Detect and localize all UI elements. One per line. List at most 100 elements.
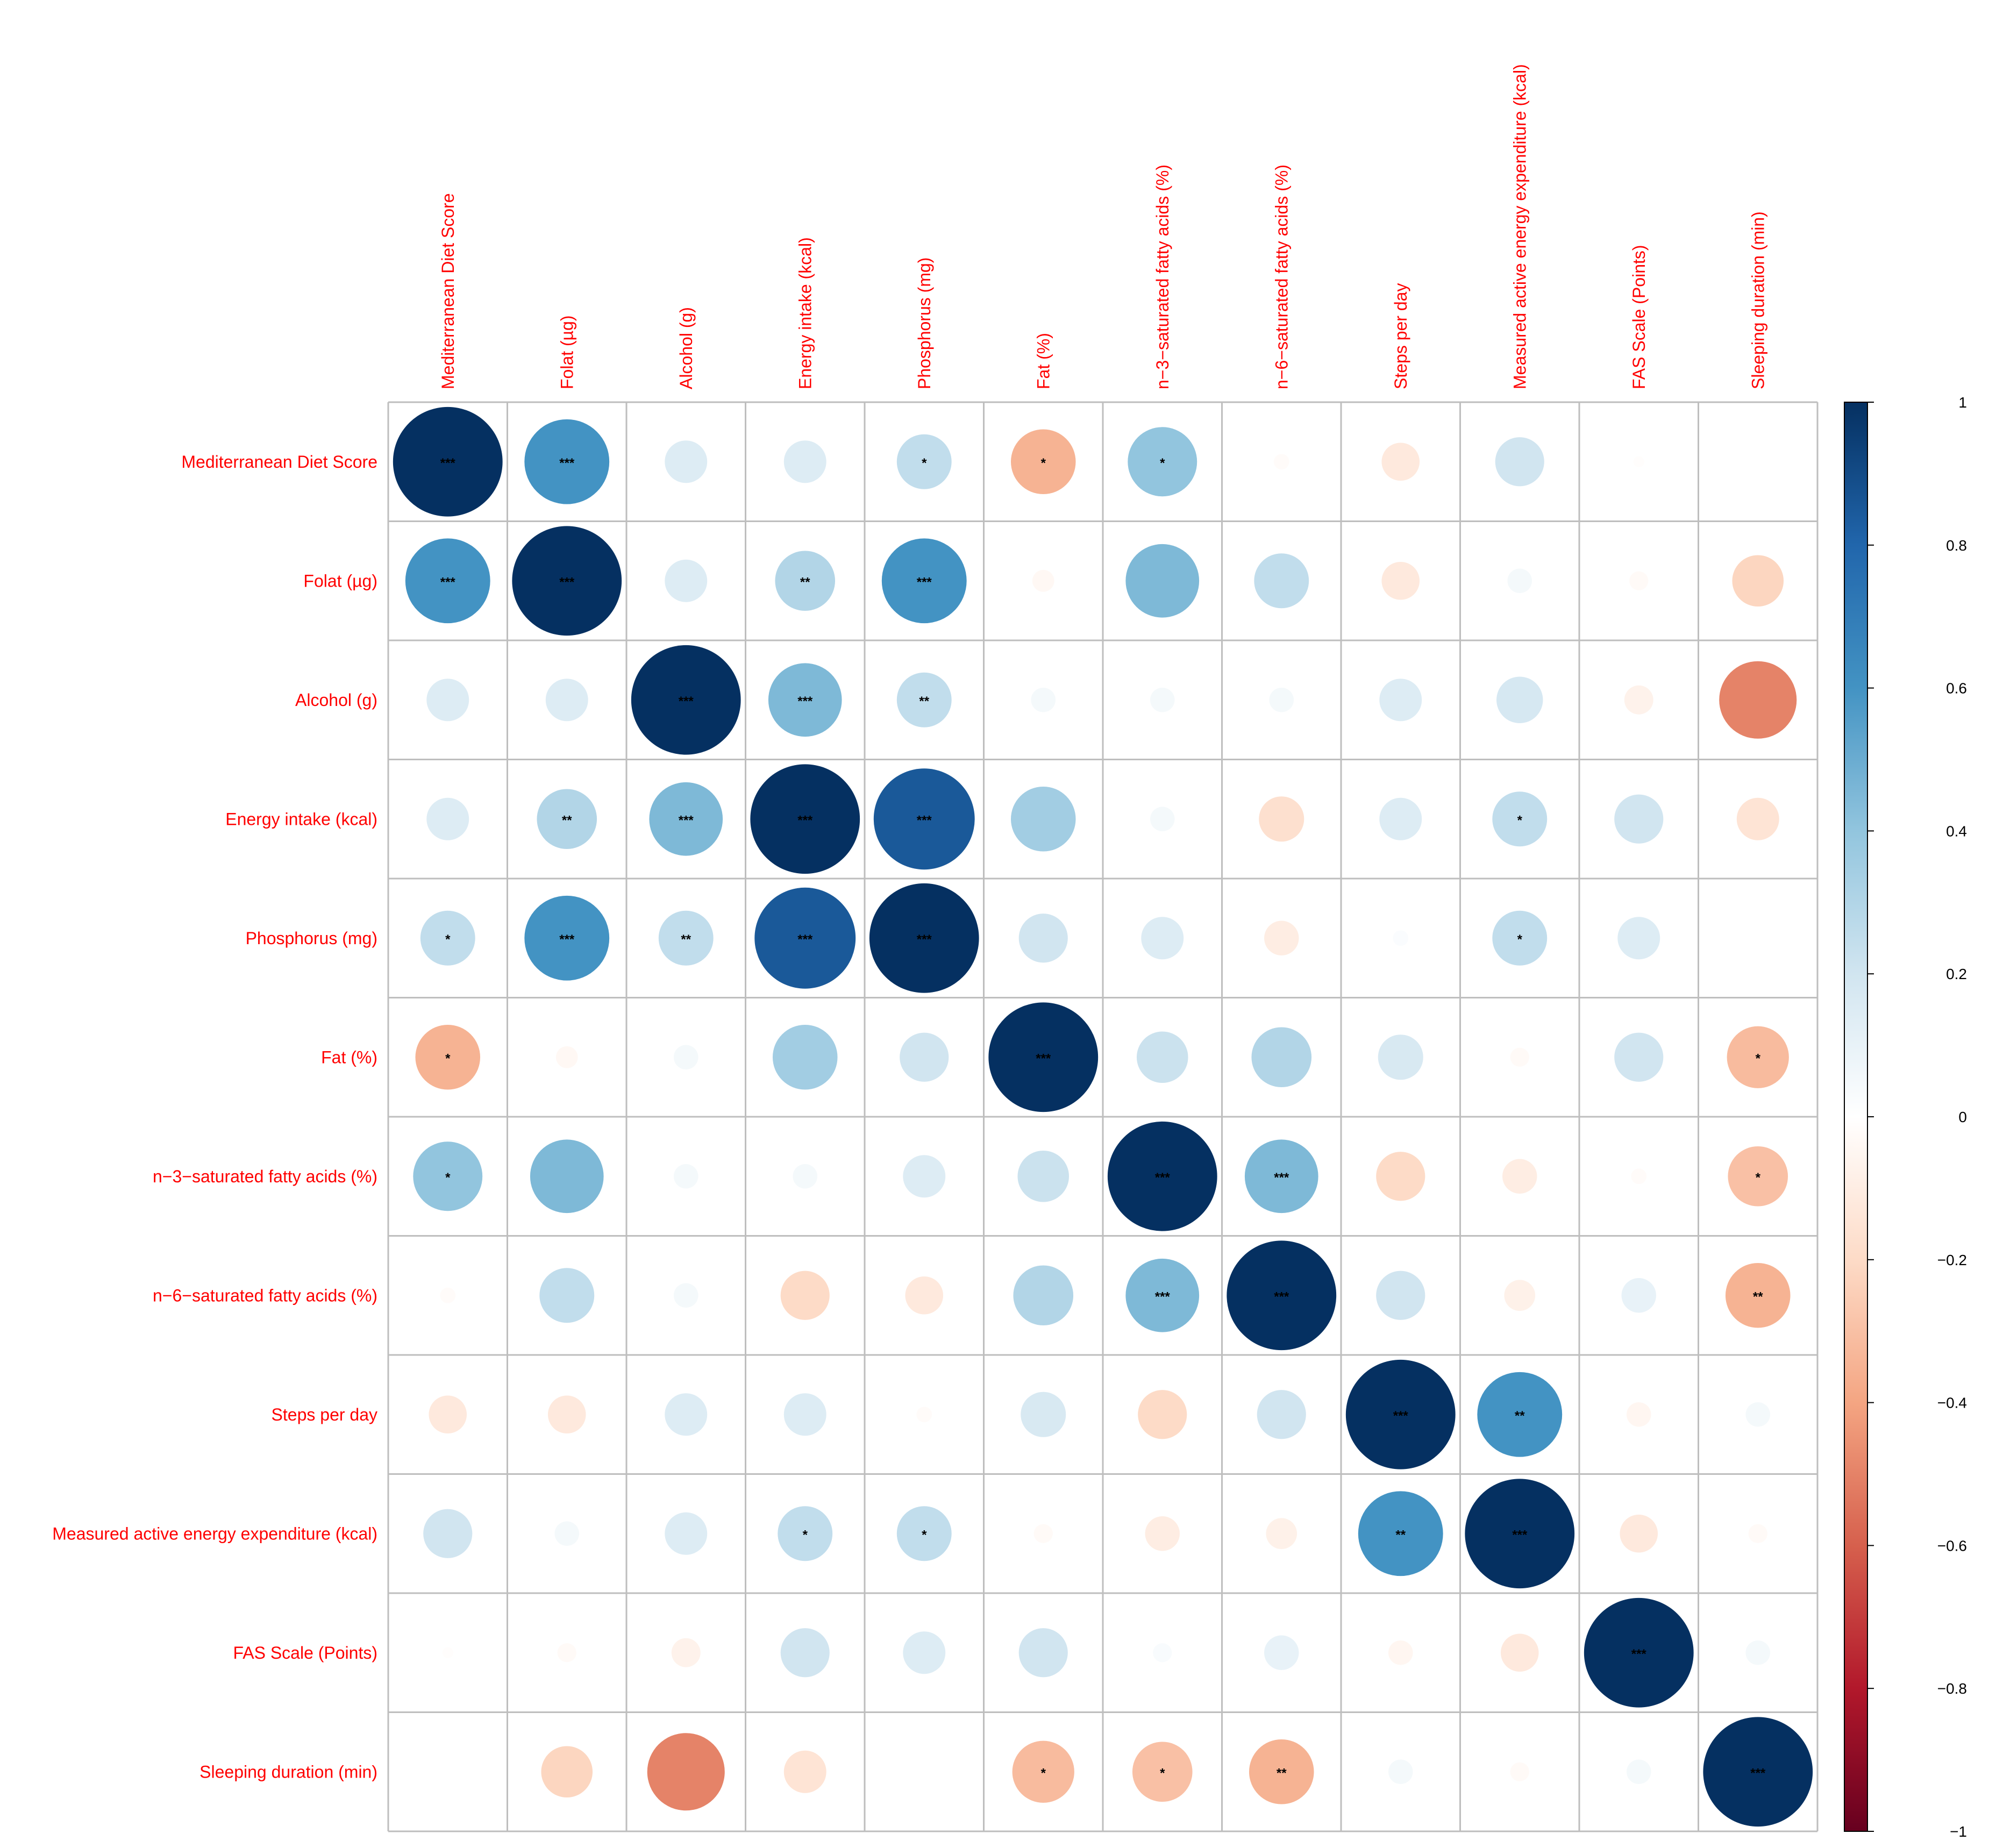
correlation-circles — [393, 406, 1813, 1827]
column-label: Sleeping duration (min) — [1748, 211, 1767, 389]
colorbar-tick-label: 0.4 — [1946, 823, 1967, 839]
corr-circle-10-4 — [903, 1631, 946, 1674]
corr-circle-5-10 — [1614, 1032, 1664, 1082]
corr-circle-7-5 — [1013, 1265, 1074, 1326]
corr-circle-1-2 — [665, 559, 708, 602]
sig-label-1-3: ** — [800, 575, 810, 589]
corr-circle-5-5 — [988, 1002, 1099, 1112]
corr-circle-5-7 — [1251, 1027, 1312, 1088]
sig-label-5-5: *** — [1036, 1051, 1051, 1066]
corr-circle-1-9 — [1507, 568, 1532, 594]
colorbar-tick-label: −1 — [1950, 1823, 1967, 1840]
corr-circle-1-8 — [1381, 561, 1420, 600]
corr-circle-0-6 — [1128, 427, 1197, 497]
sig-label-7-11: ** — [1753, 1289, 1763, 1304]
corr-circle-0-7 — [1273, 454, 1289, 470]
row-label: n−6−saturated fatty acids (%) — [153, 1286, 377, 1305]
sig-label-7-6: *** — [1155, 1289, 1171, 1304]
corr-circle-1-1 — [512, 526, 622, 636]
corr-circle-4-7 — [1264, 921, 1299, 955]
sig-label-4-2: ** — [681, 932, 691, 947]
corr-circle-9-8 — [1358, 1491, 1443, 1576]
corr-circle-3-7 — [1259, 796, 1304, 842]
colorbar-tick-label: 0.2 — [1946, 966, 1967, 982]
corr-circle-10-11 — [1745, 1640, 1771, 1665]
corr-circle-6-0 — [413, 1141, 483, 1211]
row-label: Mediterranean Diet Score — [181, 452, 377, 472]
row-label: Folat (µg) — [303, 571, 377, 590]
sig-label-4-4: *** — [917, 932, 932, 947]
column-label: FAS Scale (Points) — [1629, 245, 1649, 389]
colorbar-tick-label: −0.2 — [1937, 1252, 1967, 1268]
corr-circle-2-4 — [896, 672, 952, 727]
column-label: Energy intake (kcal) — [795, 237, 815, 389]
corr-circle-1-7 — [1254, 553, 1309, 609]
sig-label-2-3: *** — [797, 694, 813, 709]
sig-label-4-9: * — [1517, 932, 1523, 947]
sig-label-7-7: *** — [1274, 1289, 1289, 1304]
corr-circle-10-8 — [1388, 1640, 1413, 1665]
sig-label-3-9: * — [1517, 813, 1523, 827]
corr-circle-6-5 — [1017, 1150, 1070, 1202]
corr-circle-6-8 — [1376, 1152, 1425, 1201]
corr-circle-11-10 — [1626, 1759, 1651, 1785]
corr-circle-8-1 — [547, 1395, 586, 1434]
sig-label-1-1: *** — [559, 575, 575, 589]
corr-circle-1-11 — [1732, 555, 1784, 607]
corr-circle-2-7 — [1269, 687, 1294, 712]
sig-label-3-4: *** — [917, 813, 932, 827]
corr-circle-11-2 — [647, 1733, 725, 1811]
corr-circle-7-6 — [1125, 1258, 1200, 1332]
corr-circle-10-5 — [1018, 1628, 1068, 1678]
color-legend: 1 0.8 0.6 0.4 0.2 0 −0.2 −0.4 −0.6 −0.8 −1 — [1844, 394, 1967, 1840]
corr-circle-9-4 — [896, 1506, 952, 1561]
corr-circle-0-10 — [1633, 456, 1644, 467]
row-label: Sleeping duration (min) — [199, 1762, 377, 1781]
corr-circle-3-4 — [873, 768, 975, 870]
corr-circle-4-3 — [754, 887, 856, 989]
corr-circle-7-8 — [1376, 1271, 1425, 1320]
column-label: Folat (µg) — [557, 315, 576, 389]
corr-circle-9-11 — [1748, 1524, 1767, 1543]
corr-circle-3-6 — [1150, 807, 1175, 832]
corr-circle-9-10 — [1620, 1514, 1658, 1553]
sig-label-5-0: * — [445, 1051, 451, 1066]
corr-circle-11-8 — [1388, 1759, 1413, 1785]
sig-label-9-4: * — [922, 1528, 927, 1542]
colorbar-tick-label: 1 — [1958, 394, 1967, 411]
colorbar-tick-label: 0.6 — [1946, 680, 1967, 697]
corr-circle-1-3 — [775, 551, 836, 611]
corr-circle-0-1 — [524, 419, 610, 504]
corr-circle-11-1 — [541, 1746, 593, 1798]
sig-label-11-7: ** — [1277, 1766, 1287, 1780]
corr-circle-10-3 — [780, 1628, 830, 1678]
corr-circle-0-9 — [1495, 437, 1544, 487]
corr-circle-6-1 — [530, 1139, 604, 1214]
corr-circle-6-10 — [1631, 1168, 1647, 1185]
corr-circle-5-4 — [900, 1032, 949, 1082]
corr-circle-6-11 — [1728, 1146, 1788, 1207]
significance-labels: *** *** * * **** *** ** ****** *** **** *** *** *** *… — [440, 456, 1766, 1781]
corr-circle-7-1 — [539, 1268, 595, 1323]
corr-circle-1-4 — [881, 538, 967, 624]
corr-circle-0-2 — [665, 440, 708, 483]
colorbar-tick-label: −0.8 — [1937, 1680, 1967, 1697]
corr-circle-8-0 — [429, 1395, 467, 1434]
corr-circle-10-10 — [1584, 1597, 1694, 1708]
corr-circle-11-9 — [1510, 1762, 1529, 1781]
row-label: Fat (%) — [321, 1047, 377, 1067]
corr-circle-2-3 — [768, 663, 842, 737]
corr-circle-11-5 — [1012, 1740, 1074, 1803]
corr-circle-3-0 — [426, 797, 469, 840]
corr-circle-6-4 — [903, 1155, 946, 1198]
corr-circle-5-11 — [1727, 1026, 1789, 1088]
corr-circle-2-0 — [426, 679, 469, 722]
column-label: Fat (%) — [1033, 333, 1053, 389]
colorbar-tick-label: −0.4 — [1937, 1395, 1967, 1411]
corr-circle-10-1 — [557, 1643, 576, 1663]
row-label: Steps per day — [272, 1405, 377, 1424]
corr-circle-7-9 — [1504, 1280, 1536, 1311]
sig-label-9-8: ** — [1395, 1528, 1406, 1542]
sig-label-3-3: *** — [797, 813, 813, 827]
